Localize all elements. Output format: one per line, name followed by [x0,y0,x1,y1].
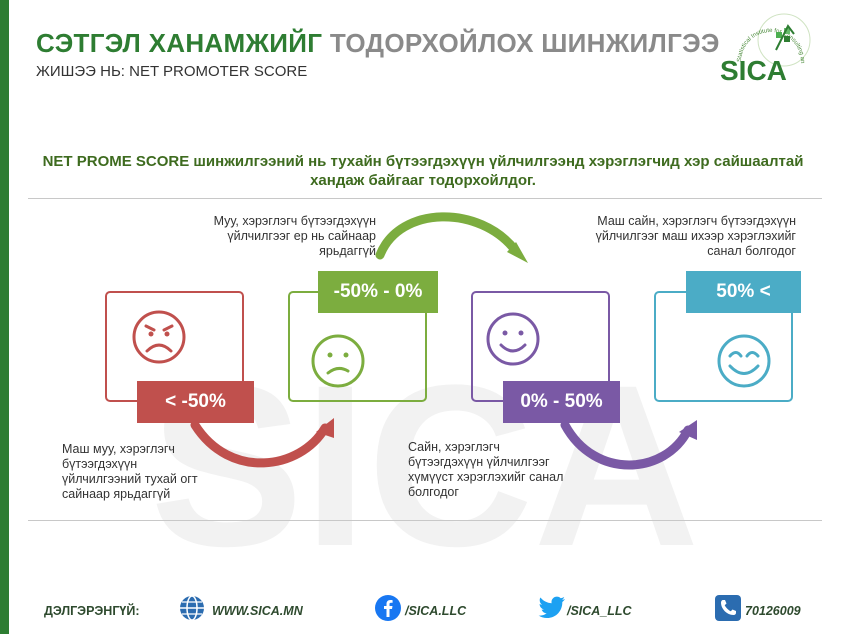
page-subtitle: ЖИШЭЭ НЬ: NET PROMOTER SCORE [36,63,308,80]
twitter-link[interactable]: /SICA_LLC [567,604,632,618]
phone-link[interactable]: 70126009 [745,604,801,618]
note-line: Маш муу, хэрэглэгч [62,442,175,456]
title-part1: СЭТГЭЛ ХАНАМЖИЙГ [36,28,323,58]
watermark-text: SICA [150,337,700,560]
facebook-icon [375,595,401,621]
note-bad: Муу, хэрэглэгч бүтээгдэхүүн үйлчилгээг е… [186,214,376,259]
page-title: СЭТГЭЛ ХАНАМЖИЙГ ТОДОРХОЙЛОХ ШИНЖИЛГЭЭ [36,28,720,59]
watermark: SICA [150,337,700,560]
phone-icon [715,595,741,621]
sica-logo: Statistical Institute for Consulting and… [716,10,811,86]
note-line: үйлчилгээг маш ихээр хэрэглэхийг [595,229,796,243]
globe-icon [180,595,204,621]
note-line: Сайн, хэрэглэгч [408,440,500,454]
note-line: болгодог [408,485,459,499]
note-line: үйлчилгээний тухай огт [62,472,198,486]
twitter-icon [538,596,565,618]
very-sad-face-icon [132,310,186,364]
intro-text: NET PROME SCORE шинжилгээний нь тухайн б… [42,153,804,189]
note-line: бүтээгдэхүүн [62,457,138,471]
sad-face-icon [311,334,365,388]
note-line: хүмүүст хэрэглэхийг санал [408,470,564,484]
note-good: Сайн, хэрэглэгч бүтээгдэхүүн үйлчилгээг … [408,440,608,500]
note-line: ярьдаггүй [319,244,376,258]
very-happy-face-icon [717,334,771,388]
website-link[interactable]: WWW.SICA.MN [212,604,303,618]
happy-face-icon [486,312,540,366]
badge-very-good: 50% < [686,271,801,313]
note-line: үйлчилгээг ер нь сайнаар [227,229,376,243]
note-very-bad: Маш муу, хэрэглэгч бүтээгдэхүүн үйлчилгэ… [62,442,232,502]
facebook-link[interactable]: /SICA.LLC [405,604,467,618]
title-part2: ТОДОРХОЙЛОХ ШИНЖИЛГЭЭ [329,28,720,58]
badge-bad: -50% - 0% [318,271,438,313]
note-line: бүтээгдэхүүн үйлчилгээг [408,455,550,469]
note-line: Маш сайн, хэрэглэгч бүтээгдэхүүн [597,214,796,228]
footer-label: ДЭЛГЭРЭНГҮЙ: [44,604,140,618]
note-line: сайнаар ярьдаггүй [62,487,171,501]
note-very-good: Маш сайн, хэрэглэгч бүтээгдэхүүн үйлчилг… [556,214,796,259]
divider-top [28,198,822,199]
note-line: Муу, хэрэглэгч бүтээгдэхүүн [213,214,376,228]
badge-good: 0% - 50% [503,381,620,423]
logo-text: SICA [720,55,787,86]
divider-bottom [28,520,822,521]
badge-very-bad: < -50% [137,381,254,423]
note-line: санал болгодог [707,244,796,258]
left-accent-bar [0,0,9,634]
